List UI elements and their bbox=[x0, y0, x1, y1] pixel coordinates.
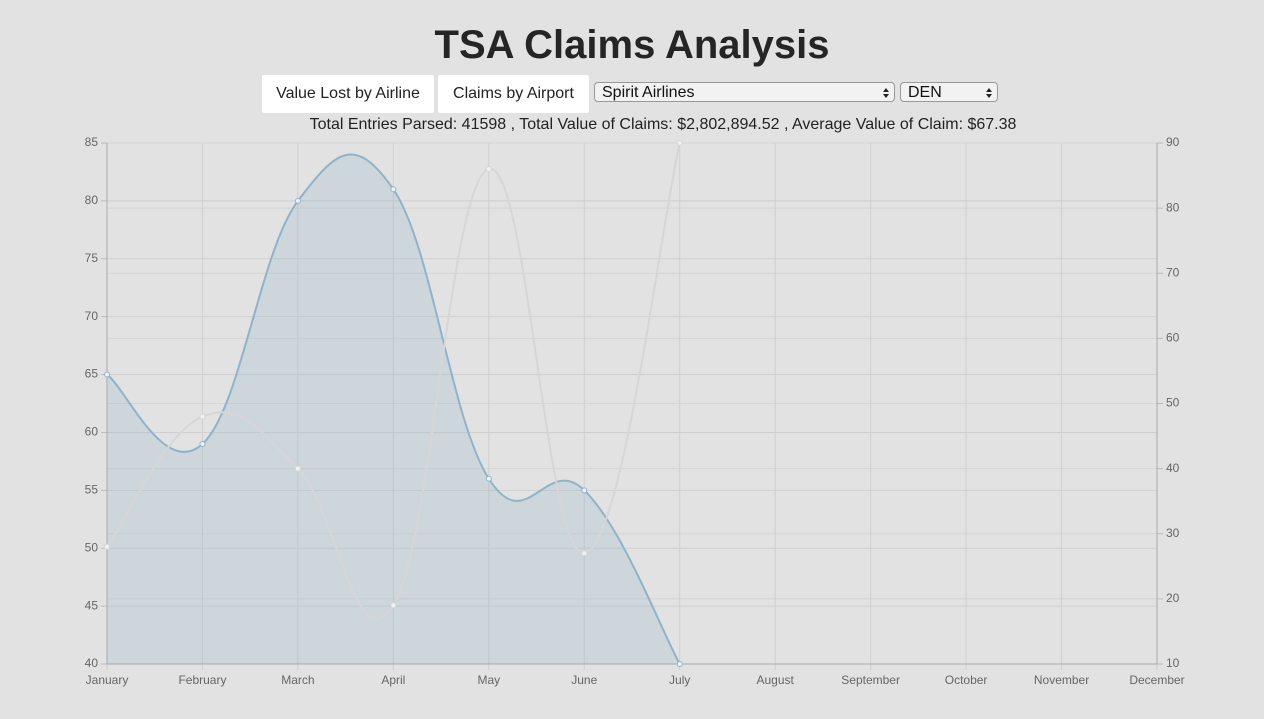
point bbox=[485, 475, 492, 482]
stats-line: Total Entries Parsed: 41598 , Total Valu… bbox=[309, 116, 1017, 133]
x-tick-label: May bbox=[477, 673, 500, 687]
y2-tick-label: 80 bbox=[1166, 200, 1180, 214]
y2-tick-label: 20 bbox=[1166, 591, 1180, 605]
select-arrow bbox=[883, 88, 889, 98]
airline-select[interactable]: Spirit Airlines bbox=[594, 82, 895, 102]
x-tick-label: July bbox=[669, 673, 690, 687]
y-tick-label: 55 bbox=[85, 483, 99, 497]
y-tick-label: 70 bbox=[85, 309, 99, 323]
y-tick-label: 50 bbox=[85, 540, 99, 554]
point bbox=[199, 413, 206, 420]
point bbox=[390, 602, 397, 609]
y2-tick-label: 40 bbox=[1166, 461, 1180, 475]
x-tick-label: April bbox=[381, 673, 405, 687]
point bbox=[581, 550, 588, 557]
area bbox=[107, 154, 680, 664]
x-tick-label: March bbox=[281, 673, 314, 687]
y-tick-label: 85 bbox=[85, 135, 99, 149]
point bbox=[199, 441, 206, 448]
x-tick-label: February bbox=[178, 673, 226, 687]
point bbox=[581, 487, 588, 494]
x-tick-label: November bbox=[1034, 673, 1089, 687]
airline-button[interactable]: Value Lost by Airline bbox=[262, 75, 434, 113]
point bbox=[294, 465, 301, 472]
y2-tick-label: 10 bbox=[1166, 656, 1180, 670]
y-tick-label: 80 bbox=[85, 193, 99, 207]
x-tick-label: December bbox=[1129, 673, 1184, 687]
page-title: TSA Claims Analysis bbox=[434, 23, 830, 67]
y-tick-label: 45 bbox=[85, 598, 99, 612]
x-tick-label: January bbox=[86, 673, 129, 687]
airport-select[interactable]: DEN bbox=[900, 82, 998, 102]
x-tick-label: September bbox=[841, 673, 900, 687]
y-tick-label: 60 bbox=[85, 425, 99, 439]
point bbox=[104, 371, 110, 378]
point bbox=[294, 197, 301, 204]
y2-tick-label: 90 bbox=[1166, 135, 1180, 149]
point bbox=[676, 140, 683, 146]
x-tick-label: August bbox=[757, 673, 795, 687]
y-tick-label: 75 bbox=[85, 251, 99, 265]
airport-button[interactable]: Claims by Airport bbox=[438, 75, 589, 113]
point bbox=[676, 661, 683, 667]
x-tick-label: June bbox=[571, 673, 597, 687]
y2-tick-label: 60 bbox=[1166, 331, 1180, 345]
point bbox=[104, 543, 110, 550]
y2-tick-label: 30 bbox=[1166, 526, 1180, 540]
line bbox=[106, 142, 681, 620]
y-tick-label: 40 bbox=[85, 656, 99, 670]
select-text: Spirit Airlines bbox=[602, 84, 695, 101]
x-tick-label: October bbox=[945, 673, 988, 687]
y2-tick-label: 70 bbox=[1166, 265, 1180, 279]
y-tick-label: 65 bbox=[85, 367, 99, 381]
select-text: DEN bbox=[908, 84, 942, 101]
point bbox=[485, 166, 492, 173]
point bbox=[390, 186, 397, 193]
y2-tick-label: 50 bbox=[1166, 396, 1180, 410]
select-arrow bbox=[986, 88, 992, 98]
